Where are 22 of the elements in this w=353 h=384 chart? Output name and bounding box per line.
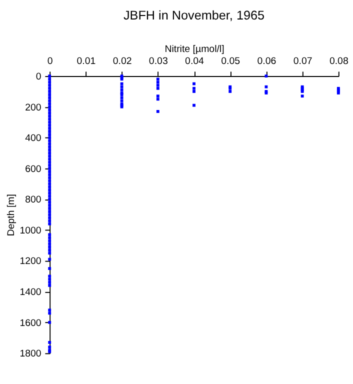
y-tick-label: 1800	[20, 348, 42, 360]
y-tick-label: 200	[25, 102, 42, 114]
y-tick-label: 400	[25, 133, 42, 144]
x-tick-label: 0.08	[329, 56, 348, 67]
y-tick-label: 1400	[20, 287, 42, 298]
x-tick-label: 0.07	[293, 56, 312, 67]
x-tick-label: 0	[47, 56, 54, 67]
y-axis-title: Depth [m]	[6, 194, 17, 236]
x-tick-label: 0.02	[112, 56, 132, 67]
y-tick-label: 1200	[20, 256, 42, 268]
y-tick-label: 600	[25, 164, 42, 175]
chart-title: JBFH in November, 1965	[123, 8, 265, 23]
y-tick-label: 1600	[20, 318, 42, 329]
x-tick-label: 0.03	[148, 56, 168, 67]
x-tick-label: 0.04	[185, 56, 205, 67]
y-tick-label: 800	[25, 194, 42, 206]
x-tick-label: 0.05	[221, 56, 240, 67]
x-axis-title: Nitrite [µmol/l]	[164, 44, 224, 56]
x-tick-label: 0.06	[257, 56, 276, 67]
y-tick-label: 1000	[20, 225, 42, 236]
y-tick-label: 0	[36, 71, 42, 82]
x-tick-label: 0.01	[76, 56, 96, 67]
